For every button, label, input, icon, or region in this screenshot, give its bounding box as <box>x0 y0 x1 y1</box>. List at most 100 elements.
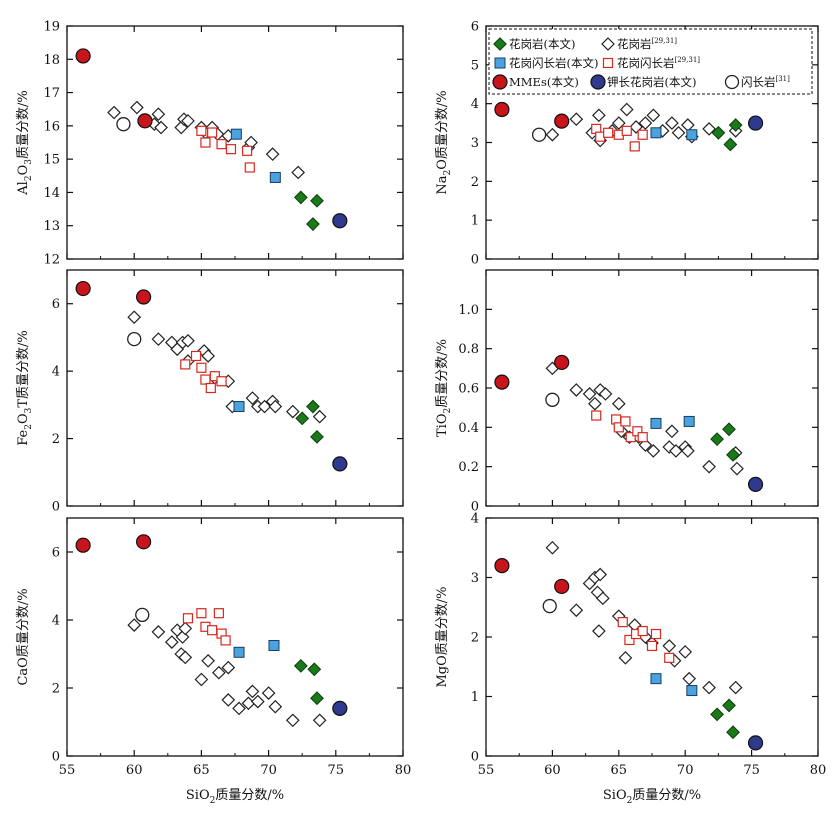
point-granite_this <box>310 429 324 444</box>
legend-marker-granodiorite_this <box>494 57 506 69</box>
point-granodiorite_this <box>269 171 281 183</box>
y-tick-label: 0.4 <box>458 421 479 436</box>
y-axis-label: TiO2质量分数/% <box>435 339 453 437</box>
point-granite_lit <box>681 118 695 132</box>
point-granite_lit <box>611 396 626 411</box>
point-granite_lit <box>671 125 686 140</box>
point-granite_lit <box>151 107 166 122</box>
y-tick-label: 0 <box>471 750 479 765</box>
y-tick-label: 6 <box>52 297 60 312</box>
point-mmes <box>554 113 570 129</box>
point-granodiorite_lit <box>637 129 648 140</box>
point-granite_this <box>711 125 726 140</box>
x-tick-label: 80 <box>395 763 412 778</box>
y-tick-label: 0.2 <box>458 460 479 475</box>
point-granite_lit <box>592 624 606 638</box>
point-granite_this <box>726 447 740 462</box>
point-granodiorite_lit <box>625 432 636 443</box>
point-granite_this <box>722 698 736 713</box>
point-granite_lit <box>312 713 327 728</box>
y-tick-label: 0 <box>52 500 60 515</box>
point-granodiorite_lit <box>216 376 227 387</box>
x-tick-label: 65 <box>611 763 628 778</box>
legend-box <box>488 28 813 95</box>
point-granite_this <box>293 658 308 673</box>
point-granodiorite_lit <box>617 617 628 628</box>
panel-3: 0 2 4 6 Fe2O3T质量分数/% <box>16 269 404 515</box>
point-granite_lit <box>181 333 195 348</box>
point-granite_this <box>295 411 310 426</box>
legend-marker-granodiorite_lit <box>602 57 614 69</box>
point-granite_lit <box>682 671 697 686</box>
point-granite_lit <box>151 625 166 639</box>
point-kfeld_granite <box>332 213 348 229</box>
panel-2: 0 1 2 3 4 5 6 Na2O质量分数/% <box>435 20 819 268</box>
point-granodiorite_lit <box>196 362 207 373</box>
legend-label-granite_lit: 花岗岩[29,31] <box>617 37 677 51</box>
x-tick-label: 70 <box>260 763 277 778</box>
y-tick-label: 3 <box>471 571 479 586</box>
point-granite_this <box>728 118 743 132</box>
point-granodiorite_lit <box>196 125 207 136</box>
point-granite_lit <box>232 701 246 716</box>
plot-frame <box>66 25 404 260</box>
point-granite_lit <box>702 459 716 474</box>
point-diorite_lit <box>542 598 557 614</box>
point-granodiorite_lit <box>629 141 640 152</box>
y-tick-label: 2 <box>52 432 60 447</box>
point-granite_lit <box>285 713 300 728</box>
y-tick-label: 13 <box>43 219 60 234</box>
y-tick-label: 14 <box>43 186 60 201</box>
point-granite_lit <box>569 603 584 618</box>
x-tick-label: 75 <box>328 763 345 778</box>
x-tick-label: 70 <box>677 763 694 778</box>
point-granodiorite_lit <box>620 416 631 427</box>
legend-marker-kfeld_granite <box>590 74 606 90</box>
point-granite_lit <box>212 665 226 680</box>
point-granite_lit <box>164 635 179 649</box>
x-tick-label: 65 <box>193 763 210 778</box>
point-granite_lit <box>592 108 606 123</box>
legend-marker-granite_lit <box>601 37 615 51</box>
point-granodiorite_lit <box>200 374 211 385</box>
point-granite_lit <box>285 404 300 419</box>
x-tick-label: 60 <box>544 763 561 778</box>
point-granodiorite_lit <box>180 359 191 370</box>
point-granodiorite_this <box>230 128 242 140</box>
point-granite_lit <box>638 116 653 130</box>
point-granite_lit <box>593 567 608 582</box>
point-granite_lit <box>265 147 280 161</box>
point-diorite_lit <box>116 117 131 132</box>
point-diorite_lit <box>135 607 150 623</box>
point-granite_this <box>310 691 324 706</box>
x-axis-label: SiO2质量分数/% <box>186 788 284 806</box>
point-kfeld_granite <box>332 700 348 717</box>
panel-6: 55 60 65 70 75 80 0 1 2 3 4 MgO质量分数/% SiO2质量分数/% <box>435 512 826 807</box>
point-granite_this <box>722 422 736 437</box>
legend-label-granodiorite_lit: 花岗闪长岩[29,31] <box>617 56 700 70</box>
y-tick-label: 6 <box>471 20 479 35</box>
point-granite_lit <box>178 650 193 665</box>
y-tick-label: 17 <box>43 86 60 101</box>
point-granodiorite_lit <box>190 350 202 362</box>
point-granodiorite_this <box>686 129 698 141</box>
point-granite_lit <box>268 699 283 714</box>
point-granodiorite_lit <box>603 127 614 138</box>
point-mmes <box>494 374 510 390</box>
x-tick-label: 80 <box>810 763 827 778</box>
point-granite_lit <box>312 409 327 424</box>
point-granite_lit <box>201 349 215 363</box>
point-diorite_lit <box>545 392 560 407</box>
point-granodiorite_this <box>683 415 695 427</box>
point-granite_lit <box>646 108 661 123</box>
point-granite_lit <box>127 310 142 325</box>
point-granodiorite_this <box>233 401 245 413</box>
legend-label-granite_this: 花岗岩(本文) <box>509 37 575 51</box>
y-axis-label: Fe2O3T质量分数/% <box>16 330 34 446</box>
point-granodiorite_lit <box>196 608 207 619</box>
point-granite_this <box>307 662 322 677</box>
y-tick-label: 2 <box>471 631 479 646</box>
point-kfeld_granite <box>747 115 764 131</box>
point-mmes <box>75 48 91 64</box>
x-tick-label: 75 <box>743 763 760 778</box>
